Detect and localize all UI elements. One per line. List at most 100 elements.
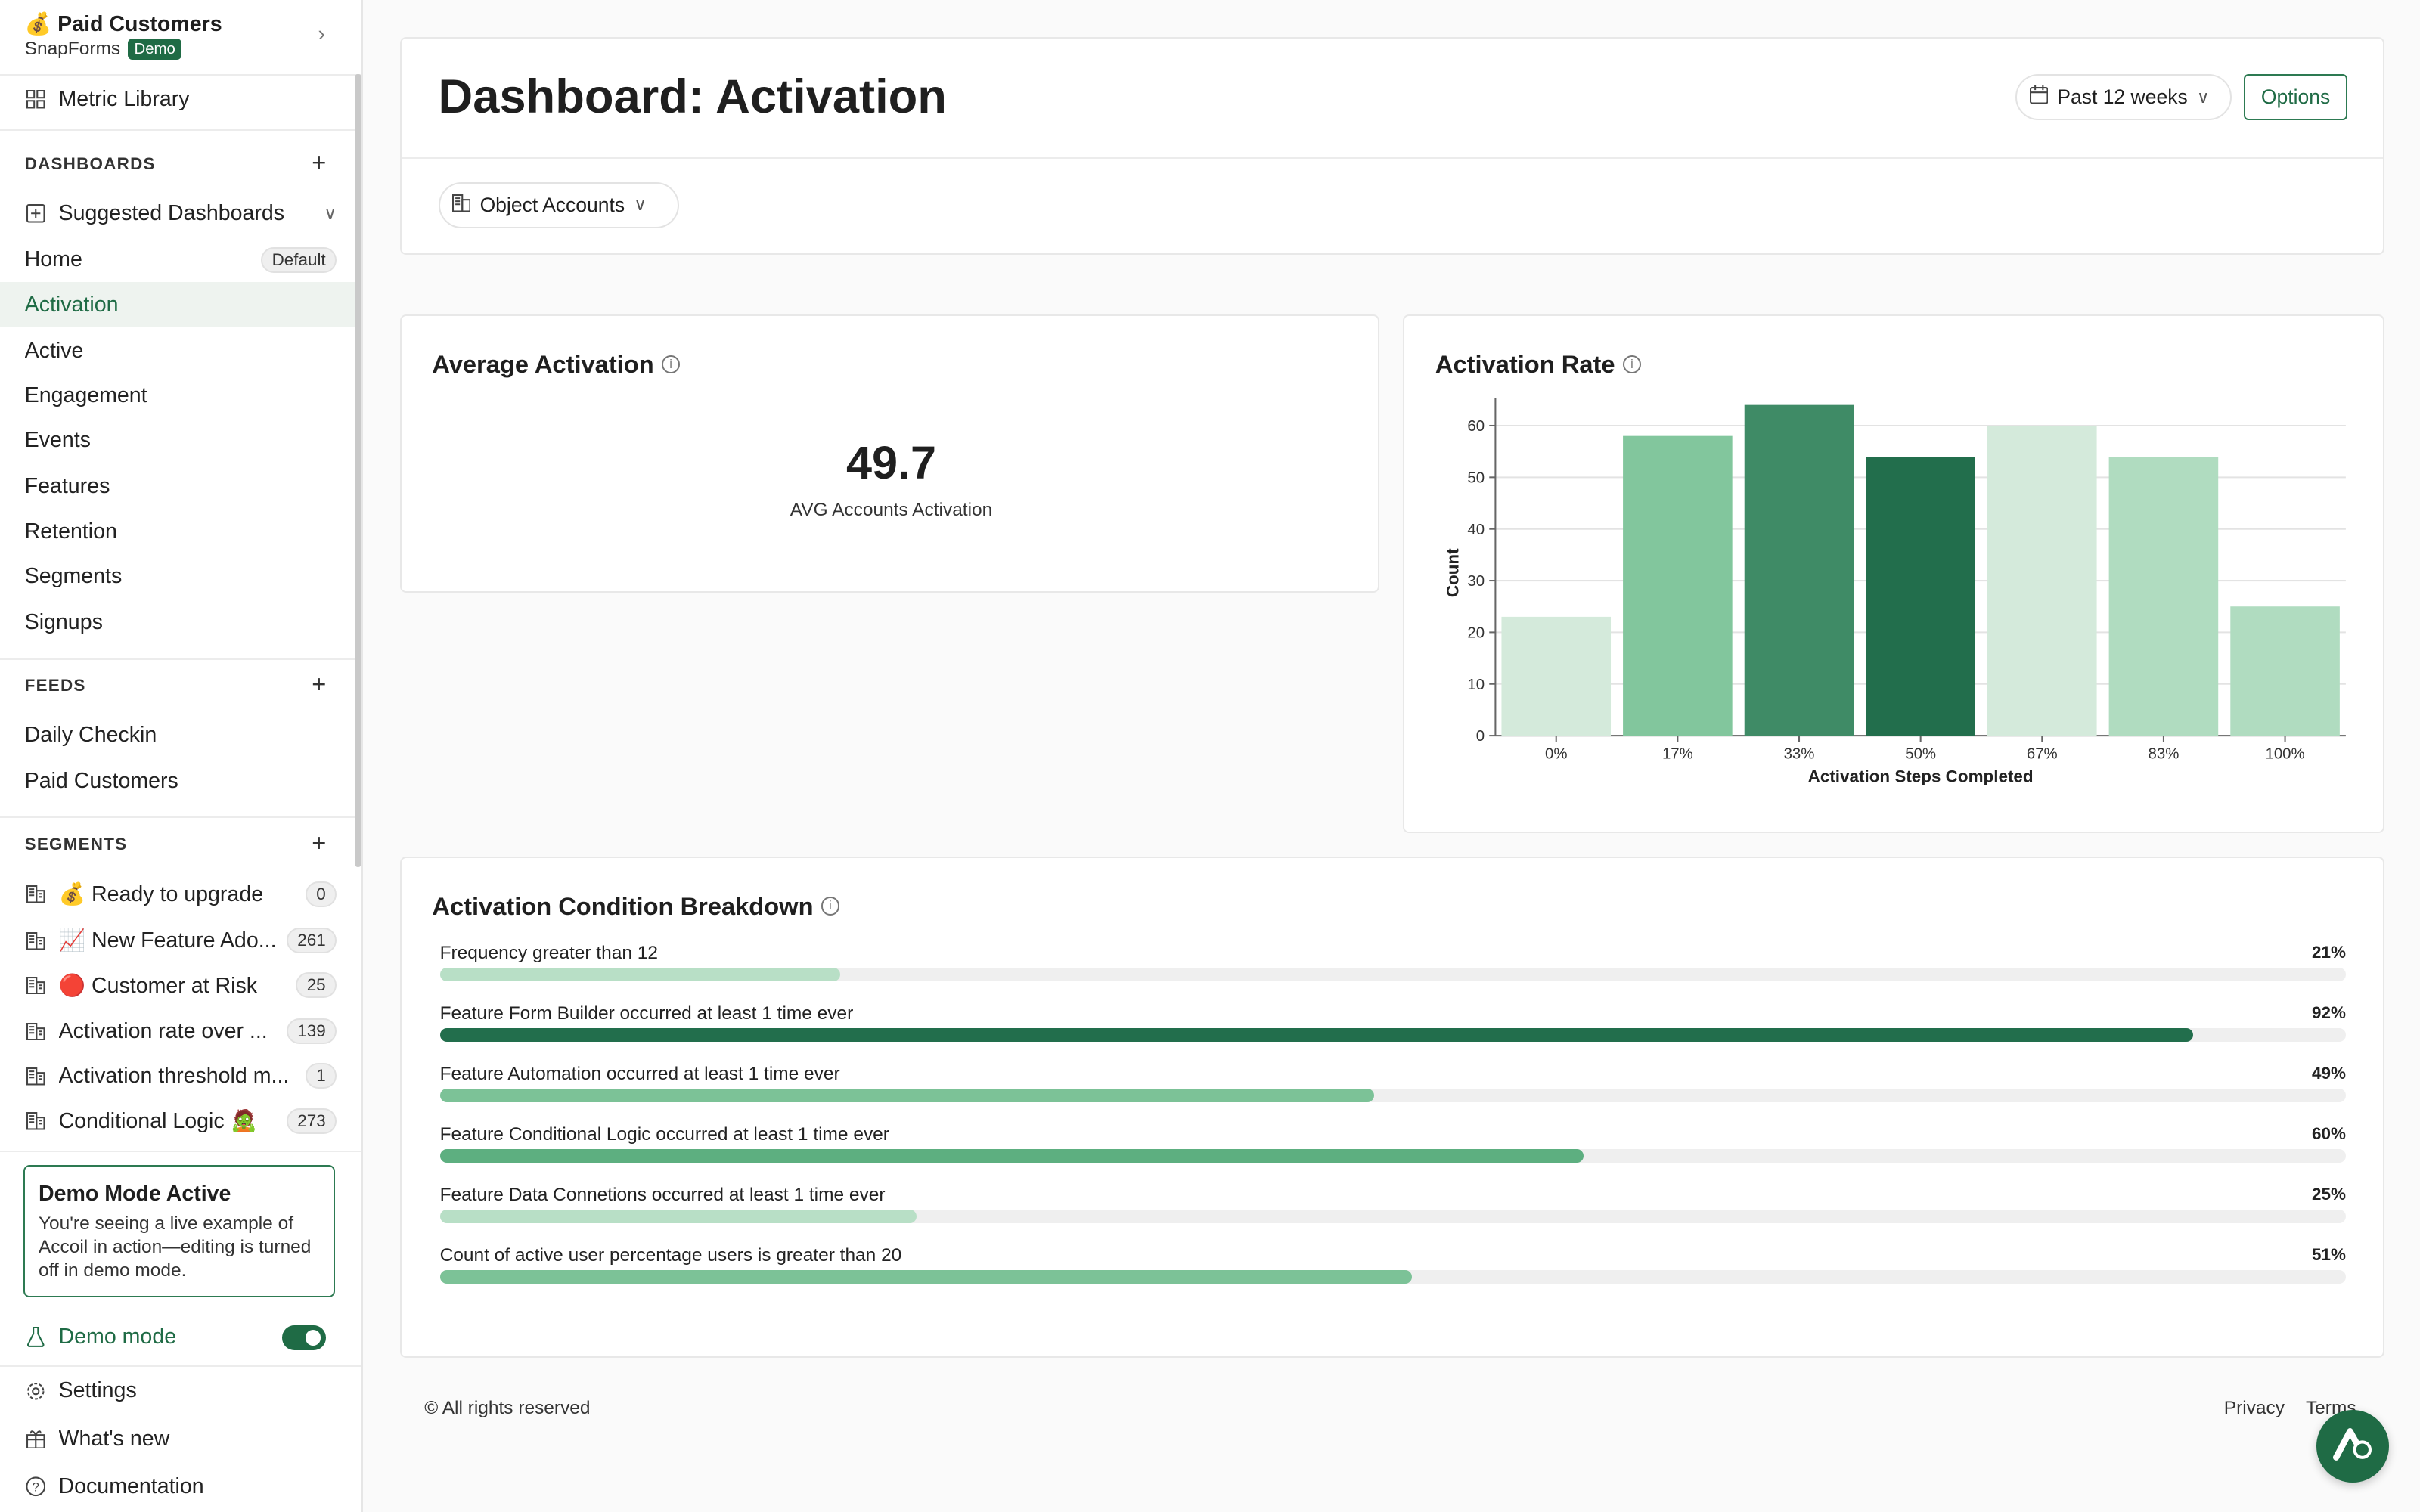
sidebar-item-activation[interactable]: Activation: [0, 282, 361, 327]
sidebar-item-label: Engagement: [24, 383, 147, 407]
demo-mode-notice: Demo Mode Active You're seeing a live ex…: [23, 1164, 335, 1298]
svg-text:?: ?: [32, 1480, 39, 1494]
segment-count: 261: [287, 927, 337, 953]
segment-count: 0: [305, 881, 337, 907]
dashboard-icon: [25, 203, 47, 225]
segment-label: Conditional Logic 🧟: [58, 1109, 258, 1134]
documentation-link[interactable]: ? Documentation: [0, 1464, 361, 1509]
segment-item[interactable]: 📈 New Feature Ado... 261: [0, 918, 361, 962]
add-feed-icon[interactable]: +: [312, 669, 327, 698]
sidebar-item-paid-customers[interactable]: Paid Customers: [0, 759, 361, 804]
metric-value: 49.7: [845, 437, 937, 489]
y-axis-label: Count: [1444, 548, 1463, 597]
add-dashboard-icon[interactable]: +: [312, 147, 327, 176]
sidebar-item-events[interactable]: Events: [0, 418, 361, 463]
sidebar-item-segments[interactable]: Segments: [0, 554, 361, 599]
segments-header: SEGMENTS: [24, 835, 128, 854]
x-tick-label: 100%: [2266, 746, 2305, 763]
progress-fill: [439, 1269, 1412, 1284]
bar: [1866, 457, 1976, 736]
settings-link[interactable]: Settings: [0, 1368, 361, 1413]
condition-row: Feature Automation occurred at least 1 t…: [439, 1063, 2346, 1107]
info-icon[interactable]: i: [1622, 355, 1642, 374]
bar: [2108, 457, 2219, 736]
object-filter-select[interactable]: Object Accounts ∨: [438, 181, 679, 228]
card-title: Average Activation i: [432, 350, 681, 379]
sidebar-item-label: Daily Checkin: [24, 722, 157, 747]
divider: [401, 157, 2384, 160]
whats-new-link[interactable]: What's new: [0, 1416, 361, 1461]
building-icon: [25, 930, 47, 952]
segment-item[interactable]: 💰 Ready to upgrade 0: [0, 872, 361, 916]
condition-percent: 60%: [2312, 1123, 2346, 1143]
y-tick-label: 20: [1468, 625, 1485, 642]
feeds-header: FEEDS: [24, 675, 86, 695]
workspace-switcher[interactable]: 💰 Paid Customers SnapForms Demo ›: [0, 0, 361, 76]
sidebar-item-retention[interactable]: Retention: [0, 509, 361, 553]
y-tick-label: 10: [1468, 677, 1485, 693]
privacy-link[interactable]: Privacy: [2223, 1397, 2285, 1418]
sidebar-item-active[interactable]: Active: [0, 329, 361, 373]
metric-label: AVG Accounts Activation: [790, 500, 993, 521]
metric-library-link[interactable]: Metric Library: [0, 77, 361, 122]
sidebar-item-features[interactable]: Features: [0, 464, 361, 509]
y-tick-label: 60: [1468, 418, 1485, 435]
condition-percent: 92%: [2312, 1002, 2346, 1022]
activation-rate-title: Activation Rate: [1435, 350, 1615, 379]
divider: [0, 816, 361, 818]
segment-label: 📈 New Feature Ado...: [58, 928, 277, 953]
segment-item[interactable]: 🔴 Customer at Risk 25: [0, 962, 361, 1007]
help-chat-button[interactable]: [2316, 1410, 2390, 1483]
date-range-select[interactable]: Past 12 weeks ∨: [2015, 73, 2232, 121]
segment-label: Activation rate over ...: [58, 1018, 268, 1043]
condition-row: Frequency greater than 12 21%: [439, 942, 2346, 986]
options-button[interactable]: Options: [2244, 73, 2347, 121]
info-icon[interactable]: i: [821, 897, 840, 916]
chevron-right-icon[interactable]: ›: [318, 21, 325, 46]
demo-mode-toggle[interactable]: [282, 1325, 326, 1350]
segment-item[interactable]: Conditional Logic 🧟 273: [0, 1098, 361, 1143]
chevron-down-icon: ∨: [2196, 87, 2210, 107]
segment-item[interactable]: Activation rate over ... 139: [0, 1009, 361, 1054]
add-segment-icon[interactable]: +: [312, 828, 327, 857]
chevron-down-icon: ∨: [634, 195, 647, 215]
x-tick-label: 0%: [1545, 746, 1567, 763]
condition-row: Feature Conditional Logic occurred at le…: [439, 1123, 2346, 1167]
date-range-label: Past 12 weeks: [2057, 85, 2188, 109]
sidebar-scrollbar[interactable]: [355, 73, 361, 867]
progress-fill: [439, 1148, 1584, 1163]
activation-rate-chart: 0 10 20 30 40 50 60 0% 17% 33% 50% 67% 83% 100% Activa…: [1444, 398, 2346, 786]
condition-label: Feature Conditional Logic occurred at le…: [439, 1123, 889, 1145]
sidebar-item-home[interactable]: Home Default: [0, 237, 361, 282]
chevron-down-icon[interactable]: ∨: [324, 203, 337, 223]
segment-label: Activation threshold m...: [58, 1063, 290, 1088]
sidebar-item-label: Retention: [24, 519, 117, 544]
gift-icon: [25, 1428, 47, 1450]
sidebar-item-engagement[interactable]: Engagement: [0, 373, 361, 418]
suggested-dashboards[interactable]: Suggested Dashboards ∨: [0, 191, 361, 236]
info-icon[interactable]: i: [661, 355, 681, 374]
progress-fill: [439, 967, 840, 981]
condition-label: Feature Automation occurred at least 1 t…: [439, 1063, 840, 1084]
dashboards-header: DASHBOARDS: [24, 154, 156, 174]
building-icon: [25, 1021, 47, 1043]
condition-percent: 21%: [2312, 942, 2346, 962]
condition-label: Frequency greater than 12: [439, 942, 658, 963]
progress-track: [439, 1088, 2346, 1102]
divider: [0, 129, 361, 132]
bar: [1501, 617, 1612, 736]
segment-item[interactable]: Activation threshold m... 1: [0, 1054, 361, 1098]
x-tick-label: 83%: [2149, 746, 2180, 763]
y-tick-label: 0: [1476, 729, 1485, 745]
org-name: SnapForms: [24, 39, 121, 60]
workspace-title: 💰 Paid Customers: [24, 12, 222, 37]
y-tick-label: 50: [1468, 470, 1485, 487]
building-icon: [25, 1110, 47, 1132]
grid-icon: [25, 88, 47, 110]
activation-rate-card: Activation Rate i 0 10 20 30 40 50 60 0% 17% 33% 5…: [1403, 314, 2385, 834]
sidebar-item-signups[interactable]: Signups: [0, 600, 361, 645]
divider: [0, 1365, 361, 1368]
chat-logo-icon: [2332, 1427, 2373, 1467]
progress-fill: [439, 1088, 1374, 1102]
sidebar-item-daily-checkin[interactable]: Daily Checkin: [0, 713, 361, 758]
